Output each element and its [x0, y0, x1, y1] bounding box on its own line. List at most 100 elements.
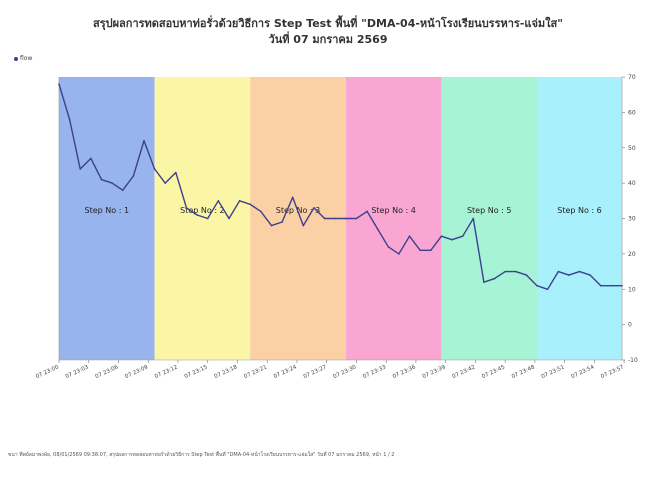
- data-point: [366, 210, 368, 213]
- x-tick-label: 07 23:12: [154, 364, 179, 380]
- data-point: [79, 168, 82, 170]
- data-point: [568, 274, 570, 276]
- data-point: [472, 217, 475, 220]
- data-point: [164, 182, 167, 184]
- footer-text: ขนา ทึพย์ลมาพงษ์ธ, 08/01/2569 09:38:07, …: [8, 452, 395, 458]
- data-point: [493, 277, 496, 280]
- y-tick-label: 10: [628, 286, 636, 293]
- data-point: [302, 224, 305, 227]
- y-tick-label: 40: [628, 180, 636, 187]
- legend-marker: [14, 56, 18, 61]
- data-point: [387, 246, 390, 248]
- data-point: [175, 171, 177, 174]
- x-tick-label: 07 23:51: [541, 364, 566, 380]
- step-label-5: Step No : 5: [467, 206, 512, 215]
- data-point: [281, 221, 283, 223]
- data-point: [249, 203, 252, 206]
- data-point: [514, 270, 517, 273]
- data-point: [260, 210, 262, 213]
- data-point: [90, 157, 92, 160]
- x-tick-label: 07 23:36: [392, 364, 417, 380]
- x-tick-label: 07 23:33: [362, 364, 387, 380]
- data-point: [111, 182, 113, 184]
- x-tick-label: 07 23:15: [184, 364, 209, 380]
- legend-label: flow: [20, 55, 33, 62]
- data-point: [355, 217, 358, 220]
- x-tick-label: 07 23:42: [451, 364, 476, 380]
- chart-subtitle: วันที่ 07 มกราคม 2569: [268, 33, 388, 46]
- y-tick-label: 20: [628, 251, 636, 258]
- data-point: [217, 200, 220, 202]
- data-point: [376, 228, 379, 230]
- legend: flow: [14, 55, 32, 62]
- series-line-flow: [58, 83, 622, 290]
- x-tick-label: 07 23:30: [332, 364, 357, 380]
- data-point: [291, 196, 294, 199]
- data-point: [238, 200, 241, 202]
- x-tick-label: 07 23:45: [481, 364, 506, 380]
- x-tick-label: 07 23:09: [124, 364, 149, 380]
- data-point: [451, 238, 453, 241]
- data-point: [461, 235, 464, 237]
- x-tick-label: 07 23:24: [273, 364, 298, 380]
- data-point: [334, 217, 336, 220]
- data-point: [206, 217, 209, 220]
- data-point: [599, 284, 602, 287]
- data-point: [228, 217, 230, 220]
- y-tick-label: 70: [628, 74, 636, 81]
- data-point: [398, 253, 400, 255]
- data-point: [132, 175, 135, 177]
- data-point: [557, 270, 560, 273]
- x-tick-label: 07 23:39: [422, 364, 447, 380]
- data-point: [100, 178, 103, 181]
- data-point: [610, 284, 613, 287]
- data-point: [345, 217, 347, 220]
- step-band-6: [537, 77, 622, 360]
- data-point: [546, 288, 549, 291]
- data-point: [185, 207, 188, 209]
- x-tick-label: 07 23:06: [94, 364, 119, 380]
- y-tick-label: 60: [628, 109, 636, 116]
- y-tick-label: 30: [628, 216, 636, 223]
- x-tick-label: 07 23:18: [213, 364, 238, 380]
- step-band-5: [441, 77, 538, 360]
- y-tick-label: -10: [628, 357, 638, 364]
- x-tick-label: 07 23:21: [243, 364, 268, 380]
- data-point: [440, 235, 443, 237]
- step-band-4: [345, 77, 442, 360]
- x-tick-label: 07 23:27: [303, 364, 328, 380]
- data-point: [578, 270, 581, 273]
- x-tick-label: 07 23:03: [65, 364, 90, 380]
- data-point: [429, 249, 432, 252]
- data-point: [408, 235, 411, 237]
- x-tick-label: 07 23:57: [600, 364, 625, 380]
- data-point: [504, 270, 506, 273]
- step-label-4: Step No : 4: [371, 206, 416, 215]
- data-point: [270, 224, 273, 227]
- chart-title: สรุปผลการทดสอบหาท่อรั่วด้วยวิธีการ Step …: [93, 17, 563, 30]
- data-point: [419, 249, 421, 252]
- data-point: [121, 189, 124, 191]
- step-band-1: [59, 77, 155, 360]
- data-point: [621, 284, 623, 287]
- data-point: [58, 83, 60, 85]
- data-point: [68, 118, 71, 121]
- data-point: [525, 274, 528, 276]
- step-label-2: Step No : 2: [180, 206, 225, 215]
- y-tick-label: 50: [628, 145, 636, 152]
- y-tick-label: 0: [628, 322, 632, 329]
- data-point: [323, 217, 326, 220]
- data-point: [589, 274, 591, 276]
- x-tick-label: 07 23:48: [511, 364, 536, 380]
- x-tick-label: 07 23:00: [35, 364, 60, 380]
- data-point: [143, 139, 145, 142]
- data-point: [536, 284, 538, 287]
- x-tick-label: 07 23:54: [570, 364, 595, 380]
- step-label-6: Step No : 6: [557, 206, 602, 215]
- step-band-2: [154, 77, 251, 360]
- data-point: [153, 168, 156, 170]
- data-point: [313, 207, 315, 209]
- data-point: [196, 214, 198, 216]
- data-point: [483, 281, 485, 283]
